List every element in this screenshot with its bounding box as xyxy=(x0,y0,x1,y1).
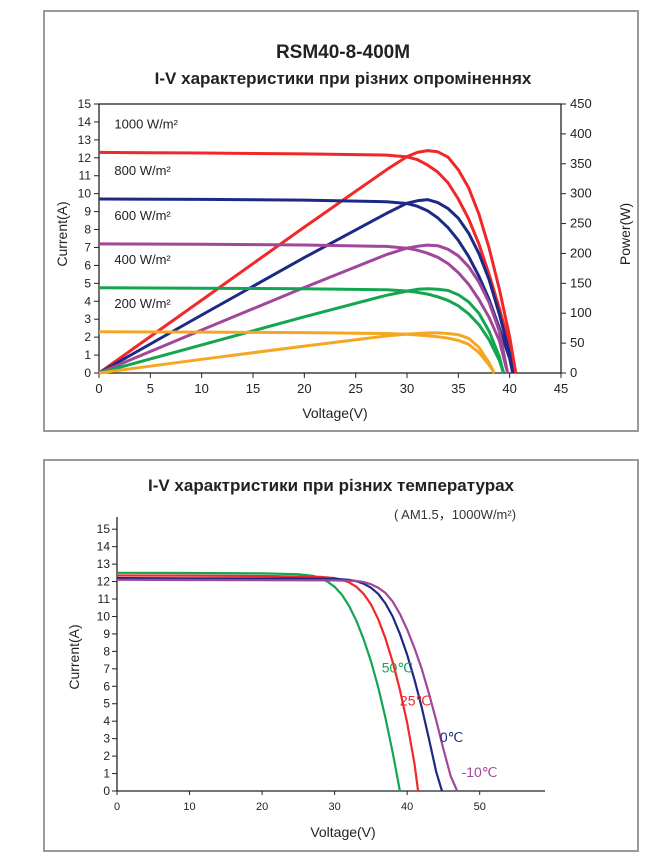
power-curve xyxy=(98,198,515,375)
y-tick-label: 13 xyxy=(97,557,111,571)
series-label: 25℃ xyxy=(400,692,431,708)
chart1-ylabel: Current(A) xyxy=(54,201,70,266)
x-tick-label: 0 xyxy=(114,801,120,813)
y-tick-label: 10 xyxy=(97,609,111,623)
chart1-xlabel: Voltage(V) xyxy=(302,405,367,421)
x-tick-label: 0 xyxy=(95,381,102,396)
y-tick-label: 12 xyxy=(78,151,92,165)
y-tick-label: 8 xyxy=(84,223,91,237)
x-tick-label: 30 xyxy=(400,381,414,396)
x-tick-label: 15 xyxy=(246,381,260,396)
power-curve xyxy=(98,287,505,375)
x-tick-label: 25 xyxy=(348,381,362,396)
iv-curve xyxy=(98,242,510,374)
y-tick-label: 4 xyxy=(103,714,110,728)
series-label: 600 W/m² xyxy=(114,208,171,223)
y2-tick-label: 0 xyxy=(570,365,577,380)
y2-tick-label: 150 xyxy=(570,275,592,290)
chart1-y2label: Power(W) xyxy=(617,203,633,265)
chart2-ylabel: Current(A) xyxy=(66,624,82,689)
y-tick-label: 15 xyxy=(78,97,92,111)
series-label: 800 W/m² xyxy=(114,163,171,178)
y2-tick-label: 100 xyxy=(570,305,592,320)
temperature-chart-panel: I-V характристики при різних температура… xyxy=(43,459,639,852)
y-tick-label: 8 xyxy=(103,644,110,658)
x-tick-label: 20 xyxy=(256,801,268,813)
power-curve xyxy=(98,331,496,375)
y-tick-label: 11 xyxy=(79,169,92,183)
iv-curve xyxy=(98,286,505,374)
y2-tick-label: 350 xyxy=(570,156,592,171)
y-tick-label: 6 xyxy=(103,679,110,693)
series-label: 400 W/m² xyxy=(114,252,171,267)
y2-tick-label: 50 xyxy=(570,335,584,350)
y-tick-label: 7 xyxy=(84,240,91,254)
y-tick-label: 1 xyxy=(84,348,91,362)
x-tick-label: 20 xyxy=(297,381,311,396)
irradiance-chart-panel: RSM40-8-400M I-V характеристики при різн… xyxy=(43,10,639,432)
series-label: 200 W/m² xyxy=(114,296,171,311)
iv-curve xyxy=(116,574,420,792)
y-tick-label: 0 xyxy=(84,366,91,380)
chart1-subtitle: I-V характеристики при різних опроміненн… xyxy=(155,69,532,88)
y-tick-label: 1 xyxy=(103,767,110,781)
iv-curve xyxy=(98,330,496,374)
y2-tick-label: 450 xyxy=(570,96,592,111)
chart1-title: RSM40-8-400M xyxy=(276,42,410,63)
y-tick-label: 12 xyxy=(97,575,111,589)
y-tick-label: 0 xyxy=(103,784,110,798)
y-tick-label: 3 xyxy=(103,732,110,746)
y-tick-label: 15 xyxy=(97,522,111,536)
x-tick-label: 10 xyxy=(183,801,195,813)
power-curve xyxy=(98,243,510,375)
power-curve xyxy=(98,149,518,375)
x-tick-label: 45 xyxy=(554,381,568,396)
x-tick-label: 35 xyxy=(451,381,465,396)
y-tick-label: 6 xyxy=(84,258,91,272)
chart2-title: I-V характристики при різних температура… xyxy=(148,476,515,495)
x-tick-label: 5 xyxy=(147,381,154,396)
y-tick-label: 5 xyxy=(84,276,91,290)
y-tick-label: 7 xyxy=(103,662,110,676)
iv-curve xyxy=(116,577,444,792)
x-tick-label: 50 xyxy=(474,801,486,813)
y2-tick-label: 250 xyxy=(570,216,592,231)
chart2-subtitle: ( AM1.5，1000W/m²) xyxy=(394,507,516,522)
y-tick-label: 2 xyxy=(103,749,110,763)
temperature-chart: I-V характристики при різних температура… xyxy=(66,476,545,840)
y-tick-label: 4 xyxy=(84,294,91,308)
y-tick-label: 11 xyxy=(98,592,111,606)
x-tick-label: 40 xyxy=(502,381,516,396)
chart2-xlabel: Voltage(V) xyxy=(310,824,375,840)
y-tick-label: 14 xyxy=(97,540,111,554)
y-tick-label: 13 xyxy=(78,133,92,147)
plot-frame xyxy=(98,103,562,374)
series-label: 0℃ xyxy=(440,729,464,745)
y-tick-label: 10 xyxy=(78,187,92,201)
series-label: -10℃ xyxy=(462,764,498,780)
x-tick-label: 30 xyxy=(329,801,341,813)
y-tick-label: 3 xyxy=(84,312,91,326)
x-tick-label: 40 xyxy=(401,801,413,813)
iv-curve xyxy=(116,578,459,792)
y2-tick-label: 400 xyxy=(570,126,592,141)
y2-tick-label: 200 xyxy=(570,245,592,260)
x-tick-label: 10 xyxy=(194,381,208,396)
iv-curve xyxy=(116,571,401,792)
y-tick-label: 14 xyxy=(78,115,92,129)
y-tick-label: 2 xyxy=(84,330,91,344)
y-tick-label: 9 xyxy=(103,627,110,641)
series-label: 50℃ xyxy=(382,659,413,675)
y2-tick-label: 300 xyxy=(570,186,592,201)
irradiance-chart: RSM40-8-400M I-V характеристики при різн… xyxy=(54,42,633,421)
y-tick-label: 5 xyxy=(103,697,110,711)
series-label: 1000 W/m² xyxy=(114,116,178,131)
iv-curve xyxy=(98,150,518,374)
y-tick-label: 9 xyxy=(84,205,91,219)
